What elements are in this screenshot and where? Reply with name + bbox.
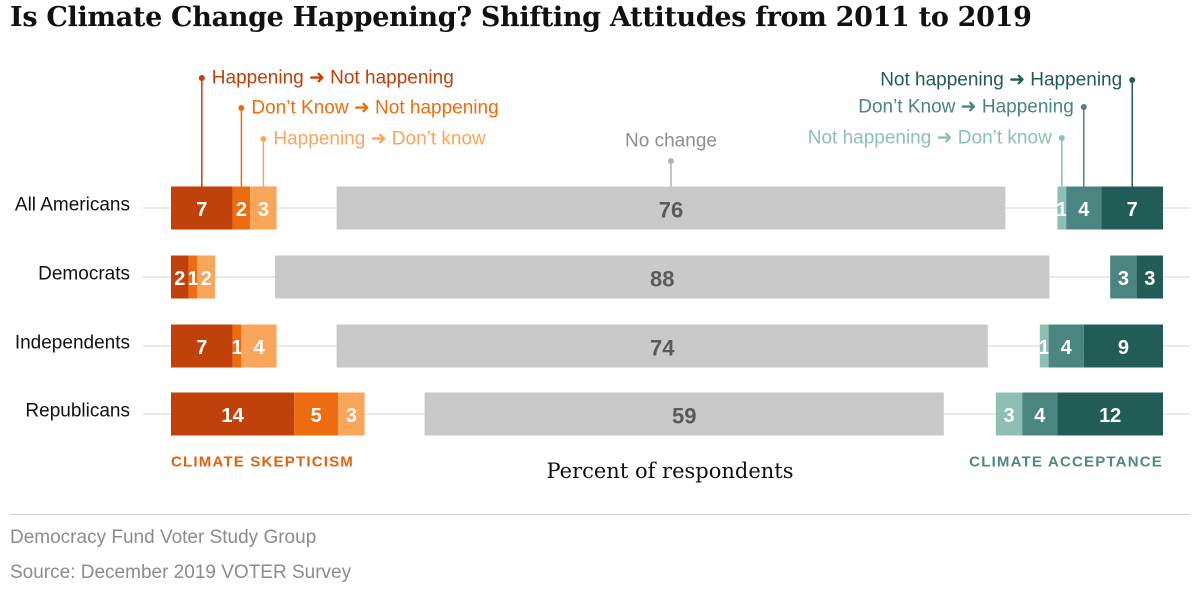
bar-republicans-don-t-know-not-happening bbox=[294, 392, 339, 436]
bar-independents-happening-don-t-know bbox=[241, 324, 277, 368]
data-label-republicans-no-change: 59 bbox=[672, 404, 696, 429]
bar-republicans-no-change bbox=[424, 392, 944, 436]
data-label-all-americans-happening-not-happening: 7 bbox=[196, 199, 207, 221]
bar-independents-don-t-know-happening bbox=[1048, 324, 1084, 368]
data-label-independents-don-t-know-not-happening: 1 bbox=[231, 337, 242, 359]
bar-all-americans-not-happening-don-t-know bbox=[1057, 186, 1067, 230]
data-label-all-americans-don-t-know-happening: 4 bbox=[1078, 199, 1090, 221]
bar-republicans-don-t-know-happening bbox=[1022, 392, 1058, 436]
bar-independents-happening-not-happening bbox=[171, 324, 233, 368]
legend-label-dont-know-to-happening: Don’t Know ➜ Happening bbox=[858, 97, 1074, 118]
data-label-independents-not-happening-don-t-know: 1 bbox=[1039, 337, 1050, 359]
legend-dot-dont-know-to-happening bbox=[1080, 104, 1087, 110]
bar-democrats-happening-not-happening bbox=[171, 255, 189, 299]
bar-all-americans-not-happening-happening bbox=[1101, 186, 1163, 230]
bar-republicans-happening-not-happening bbox=[171, 392, 295, 436]
bar-independents-not-happening-don-t-know bbox=[1039, 324, 1049, 368]
legend-dot-happening-to-not-happening bbox=[198, 75, 205, 81]
bar-independents-don-t-know-not-happening bbox=[232, 324, 242, 368]
footer-source: Source: December 2019 VOTER Survey bbox=[10, 562, 352, 583]
data-label-independents-happening-not-happening: 7 bbox=[196, 337, 207, 359]
data-label-democrats-don-t-know-happening: 3 bbox=[1118, 268, 1129, 290]
category-label-independents: Independents bbox=[15, 333, 130, 354]
data-label-democrats-not-happening-happening: 3 bbox=[1144, 268, 1155, 290]
data-label-republicans-not-happening-happening: 12 bbox=[1099, 405, 1121, 427]
data-label-all-americans-no-change: 76 bbox=[659, 198, 683, 223]
footer-organization: Democracy Fund Voter Study Group bbox=[10, 527, 317, 548]
bar-democrats-not-happening-happening bbox=[1136, 255, 1163, 299]
data-label-all-americans-not-happening-don-t-know: 1 bbox=[1056, 199, 1067, 221]
category-label-all-americans: All Americans bbox=[15, 195, 130, 216]
legend-dot-dont-know-to-not-happening bbox=[238, 105, 245, 111]
bar-all-americans-no-change bbox=[336, 186, 1006, 230]
category-label-democrats: Democrats bbox=[38, 264, 130, 285]
bar-all-americans-happening-don-t-know bbox=[250, 186, 277, 230]
data-label-democrats-no-change: 88 bbox=[650, 267, 674, 292]
data-label-democrats-happening-not-happening: 2 bbox=[174, 268, 185, 290]
bar-democrats-don-t-know-not-happening bbox=[188, 255, 198, 299]
data-label-republicans-don-t-know-not-happening: 5 bbox=[311, 405, 322, 427]
bar-democrats-happening-don-t-know bbox=[197, 255, 215, 299]
bar-all-americans-happening-not-happening bbox=[171, 186, 233, 230]
bar-democrats-no-change bbox=[275, 255, 1050, 299]
bar-all-americans-don-t-know-not-happening bbox=[232, 186, 251, 230]
group-label-climate-acceptance: CLIMATE ACCEPTANCE bbox=[969, 454, 1163, 471]
data-label-independents-happening-don-t-know: 4 bbox=[253, 337, 265, 359]
legend-label-not-happening-to-happening: Not happening ➜ Happening bbox=[880, 70, 1122, 91]
data-label-republicans-happening-not-happening: 14 bbox=[221, 405, 244, 427]
bar-republicans-happening-don-t-know bbox=[338, 392, 365, 436]
data-label-democrats-happening-don-t-know: 2 bbox=[201, 268, 212, 290]
data-label-republicans-happening-don-t-know: 3 bbox=[346, 405, 357, 427]
bar-republicans-not-happening-don-t-know bbox=[995, 392, 1023, 436]
data-label-republicans-not-happening-don-t-know: 3 bbox=[1003, 405, 1014, 427]
legend-label-not-happening-to-dont-know: Not happening ➜ Don’t know bbox=[808, 128, 1052, 149]
data-label-republicans-don-t-know-happening: 4 bbox=[1034, 405, 1046, 427]
chart-title: Is Climate Change Happening? Shifting At… bbox=[10, 2, 1032, 33]
legend-dot-not-happening-to-dont-know bbox=[1058, 135, 1065, 141]
x-axis-label: Percent of respondents bbox=[546, 459, 793, 483]
bar-republicans-not-happening-happening bbox=[1057, 392, 1163, 436]
data-label-democrats-don-t-know-not-happening: 1 bbox=[187, 268, 198, 290]
data-label-all-americans-happening-don-t-know: 3 bbox=[258, 199, 269, 221]
data-label-independents-no-change: 74 bbox=[650, 336, 675, 361]
group-label-climate-skepticism: CLIMATE SKEPTICISM bbox=[171, 454, 354, 471]
legend-label-dont-know-to-not-happening: Don’t Know ➜ Not happening bbox=[251, 98, 498, 119]
data-label-all-americans-not-happening-happening: 7 bbox=[1127, 199, 1138, 221]
legend-label-happening-to-dont-know: Happening ➜ Don’t know bbox=[273, 129, 486, 150]
data-label-independents-not-happening-happening: 9 bbox=[1118, 337, 1129, 359]
category-label-republicans: Republicans bbox=[25, 401, 130, 422]
bar-democrats-don-t-know-happening bbox=[1110, 255, 1137, 299]
bar-all-americans-don-t-know-happening bbox=[1066, 186, 1102, 230]
bar-independents-no-change bbox=[336, 324, 988, 368]
legend-dot-not-happening-to-happening bbox=[1129, 77, 1136, 83]
legend-label-no-change: No change bbox=[625, 131, 717, 152]
data-label-all-americans-don-t-know-not-happening: 2 bbox=[236, 199, 247, 221]
bar-independents-not-happening-happening bbox=[1083, 324, 1163, 368]
footer-divider bbox=[10, 514, 1190, 515]
legend-dot-happening-to-dont-know bbox=[260, 136, 267, 142]
legend-label-happening-to-not-happening: Happening ➜ Not happening bbox=[212, 68, 454, 89]
data-label-independents-don-t-know-happening: 4 bbox=[1061, 337, 1073, 359]
